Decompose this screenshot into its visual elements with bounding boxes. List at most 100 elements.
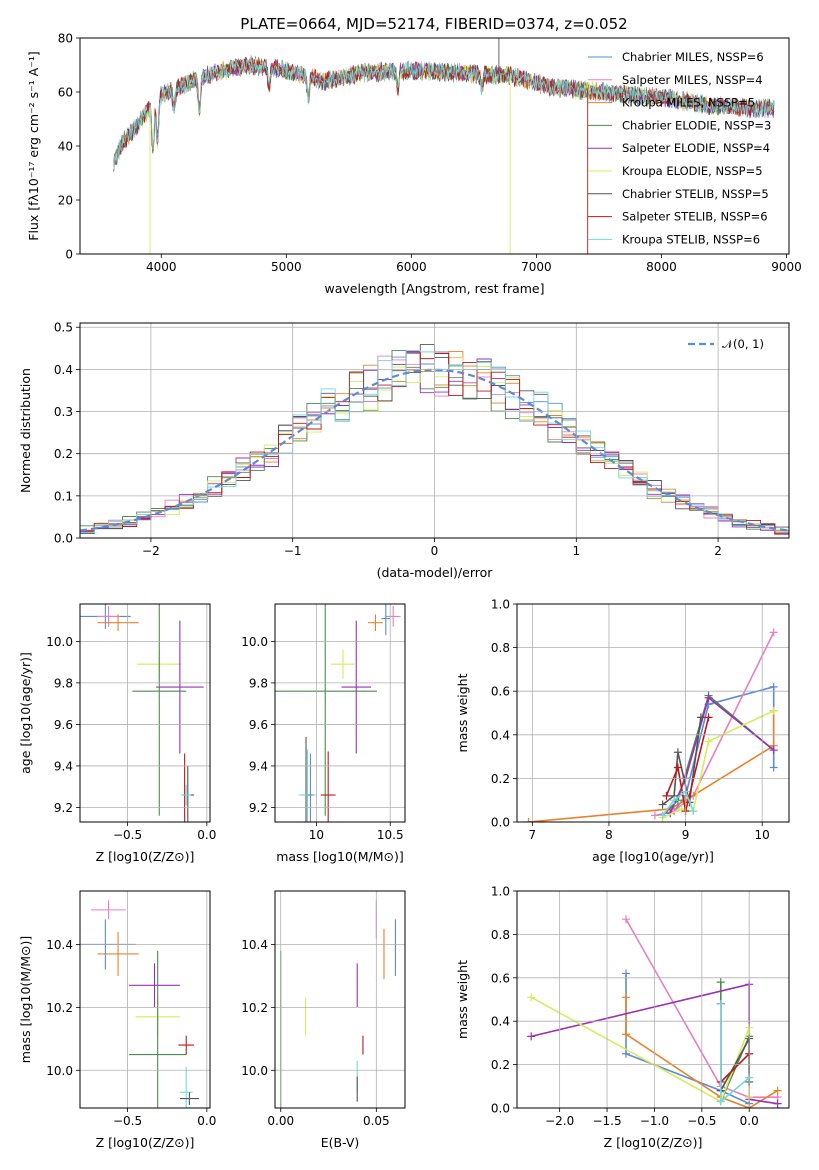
y-tick-label: 0.2 [54,447,73,461]
y-tick-label: 1.0 [491,885,510,899]
series-marker [621,993,630,1002]
y-tick-label: 0.0 [491,1102,510,1116]
series-line-0 [625,973,750,1105]
x-tick-label: 5000 [271,260,302,274]
legend-entry-6: Chabrier STELIB, NSSP=5 [622,187,769,201]
legend-entry-3: Chabrier ELODIE, NSSP=3 [622,118,771,132]
y-tick-label: 0.4 [491,1015,510,1029]
panel-massweight-vs-Z: −2.0 −1.5 −1.0 −0.5 0.0 0.0 0.2 0.4 0.6 0.8 1.0 Z [… [455,885,790,1150]
data-point-5 [132,604,187,816]
panel-mass-vs-Z: −0.5 0.0 10.0 10.2 10.4 Z [log10(Z/Z⊙)] mass [… [18,890,216,1150]
series-marker [696,713,705,722]
x-tick-label: −2 [142,544,160,558]
y-tick-label: 9.2 [54,801,73,815]
y-tick-label: 9.4 [54,759,73,773]
legend-entry-4: Salpeter ELODIE, NSSP=4 [622,141,770,155]
series-marker [658,811,667,820]
y-tick-label: 0.6 [491,685,510,699]
series-marker [621,1049,630,1058]
series-marker [673,763,682,772]
axes-frame [79,603,211,823]
data-point-5 [129,950,187,1108]
series-marker [704,693,713,702]
x-tick-label: −1.5 [592,1114,621,1128]
series-marker [689,807,698,816]
series-marker [621,915,630,924]
series-marker [773,1099,782,1108]
data-point-6 [320,751,336,822]
series-line-8 [720,1003,750,1103]
data-point-8 [181,784,191,806]
y-tick-label: 9.4 [249,759,268,773]
y-axis-label: mass [log10(M/M⊙)] [18,936,33,1064]
x-tick-label: 7000 [521,260,552,274]
data-point-6 [178,1035,195,1055]
x-axis-label: mass [log10(M/M⊙)] [276,849,404,864]
figure-title: PLATE=0664, MJD=52174, FIBERID=0374, z=0… [240,15,627,33]
x-tick-label: 10 [309,828,324,842]
plot-area [113,38,775,254]
x-tick-label: 0.0 [197,1114,216,1128]
series-line-5 [530,996,750,1103]
series-marker [658,800,667,809]
x-tick-label: −1 [284,544,302,558]
x-tick-label: 2 [714,544,722,558]
series-line-0 [673,686,775,812]
series-marker [662,791,671,800]
axes-frame [274,890,406,1109]
y-tick-label: 10.0 [241,635,268,649]
series-marker [769,628,778,637]
x-tick-label: 9000 [771,260,802,274]
x-tick-label: 10.5 [377,828,404,842]
y-tick-label: 10.2 [46,1001,73,1015]
y-axis-label: mass weight [455,960,470,1039]
y-tick-label: 0.0 [54,532,73,546]
y-tick-label: 20 [58,194,73,208]
y-tick-label: 80 [58,32,73,46]
panel-age-vs-Z: −0.5 0.0 9.2 9.4 9.6 9.8 10.0 Z [log10(Z/Z⊙)] ag… [18,603,216,864]
legend-entry-normal: 𝒩(0, 1) [722,337,764,351]
x-axis-label: age [log10(age/yr)] [592,849,714,864]
data-point-7 [179,1067,193,1108]
series-line-1 [654,631,775,817]
x-axis-label: Z [log10(Z/Z⊙)] [604,1135,703,1150]
y-tick-label: 9.6 [249,718,268,732]
series-marker [650,811,659,820]
y-tick-label: 0.6 [491,971,510,985]
data-point-3 [331,649,355,679]
series-marker [524,818,533,822]
legend-entry-1: Salpeter MILES, NSSP=4 [622,73,763,87]
y-axis-label: age [log10(age/yr)] [18,652,33,774]
y-tick-label: 9.8 [249,676,268,690]
y-tick-label: 1.0 [491,598,510,612]
y-tick-label: 0.8 [491,928,510,942]
x-axis-label: wavelength [Angstrom, rest frame] [324,281,544,296]
x-axis-label: (data-model)/error [377,565,494,580]
x-tick-label: 4000 [146,260,177,274]
x-tick-label: 9 [682,828,690,842]
x-tick-label: −0.5 [113,1114,142,1128]
panel-massweight-vs-age: 7 8 9 10 0.0 0.2 0.4 0.6 0.8 1.0 age [log10(age/yr… [455,598,790,864]
y-tick-label: 40 [58,140,73,154]
panel-residual-histogram: −2 −1 0 1 2 0.0 0.1 0.2 0.3 0.4 0.5 (data-model)/er… [18,321,790,580]
x-tick-label: 0.0 [740,1114,759,1128]
y-tick-label: 0 [65,248,73,262]
panel-mass-vs-ebv: 0.00 0.05 10.0 10.2 10.4 E(B-V) [241,890,406,1150]
x-tick-label: 10 [755,828,770,842]
series-marker [716,978,725,987]
y-tick-label: 10.0 [46,635,73,649]
series-marker [704,737,713,746]
y-tick-label: 10.0 [241,1064,268,1078]
y-tick-label: 0.5 [54,321,73,335]
series-line-3 [662,694,775,817]
plot-area [80,604,204,822]
series-marker [527,1032,536,1041]
legend-entry-2: Kroupa MILES, NSSP=5 [622,96,755,110]
legend-entry-5: Kroupa ELODIE, NSSP=5 [622,164,763,178]
series-marker [773,1086,782,1095]
data-point-4 [341,620,372,754]
plot-area [524,628,778,822]
series-marker [716,1097,725,1106]
panel-spectrum: 4000 5000 6000 7000 8000 9000 0 20 40 60 80 wavelen… [26,32,802,297]
x-tick-label: −2.0 [545,1114,574,1128]
